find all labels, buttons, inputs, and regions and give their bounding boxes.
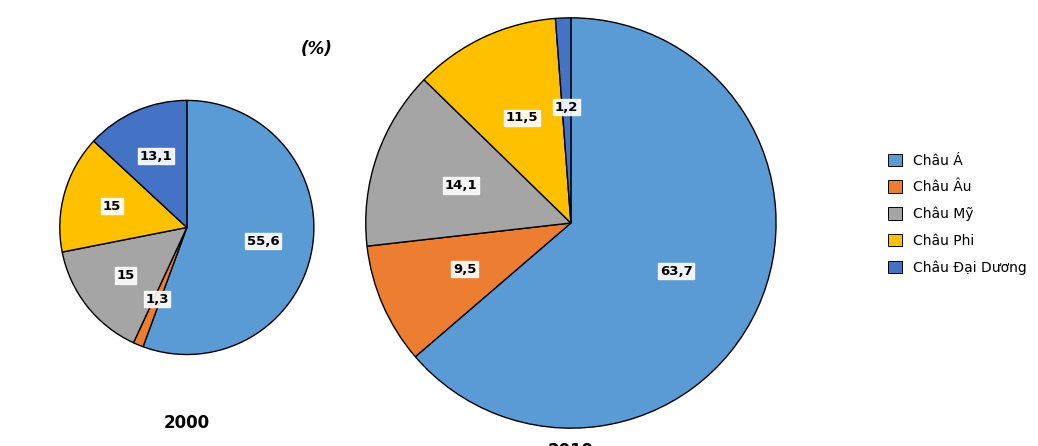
Text: 9,5: 9,5	[453, 263, 476, 276]
Wedge shape	[134, 227, 187, 347]
Text: 15: 15	[103, 200, 121, 213]
Text: 13,1: 13,1	[139, 150, 172, 163]
Text: 1,3: 1,3	[145, 293, 169, 306]
Wedge shape	[555, 18, 571, 223]
Wedge shape	[143, 100, 313, 355]
Wedge shape	[60, 141, 187, 252]
Text: 15: 15	[116, 269, 135, 282]
Wedge shape	[93, 100, 187, 227]
Wedge shape	[365, 80, 571, 246]
Title: 2019: 2019	[548, 442, 594, 446]
Title: 2000: 2000	[164, 414, 210, 432]
Wedge shape	[424, 18, 571, 223]
Text: 11,5: 11,5	[506, 112, 538, 124]
Wedge shape	[62, 227, 187, 343]
Wedge shape	[415, 18, 776, 428]
Wedge shape	[367, 223, 571, 357]
Text: 55,6: 55,6	[247, 235, 279, 248]
Text: 1,2: 1,2	[555, 101, 578, 114]
Legend: Châu Á, Châu Âu, Châu Mỹ, Châu Phi, Châu Đại Dương: Châu Á, Châu Âu, Châu Mỹ, Châu Phi, Châu…	[884, 149, 1031, 279]
Text: 63,7: 63,7	[660, 265, 692, 278]
Text: (%): (%)	[301, 40, 332, 58]
Text: 14,1: 14,1	[445, 179, 477, 192]
